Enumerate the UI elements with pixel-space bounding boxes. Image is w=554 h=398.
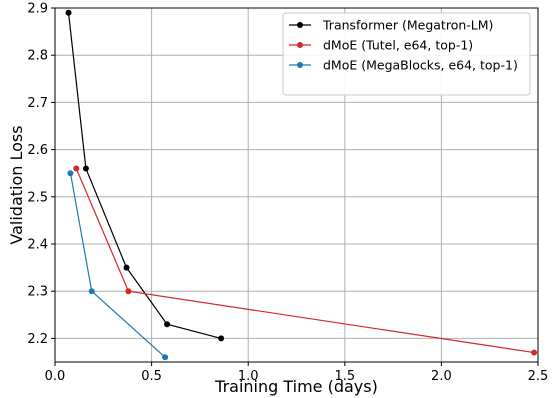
x-tick-label: 1.5 xyxy=(334,369,355,384)
data-point xyxy=(162,354,169,361)
data-point xyxy=(67,170,74,177)
y-axis-ticks: 2.2 2.3 2.4 2.5 2.6 2.7 2.8 2.9 xyxy=(27,2,55,347)
series-1 xyxy=(65,9,225,342)
legend-box xyxy=(282,12,531,96)
x-axis-label: Training Time (days) xyxy=(214,377,378,396)
data-point xyxy=(123,264,130,271)
data-point xyxy=(218,335,225,342)
y-tick-label: 2.2 xyxy=(27,332,48,347)
y-tick-label: 2.9 xyxy=(27,2,48,17)
x-axis-ticks: 0.0 0.5 1.0 1.5 2.0 2.5 xyxy=(45,362,549,384)
data-point xyxy=(73,165,80,172)
legend-label: dMoE (Tutel, e64, top-1) xyxy=(323,38,473,53)
series-layer xyxy=(65,9,538,361)
plot-area-frame xyxy=(54,7,539,363)
y-tick-label: 2.4 xyxy=(27,238,48,253)
data-point xyxy=(82,165,89,172)
series-2 xyxy=(73,165,538,356)
y-tick-label: 2.3 xyxy=(27,285,48,300)
y-tick-label: 2.7 xyxy=(27,96,48,111)
x-tick-label: 2.0 xyxy=(431,369,452,384)
legend-marker xyxy=(297,42,303,48)
data-point xyxy=(125,288,132,295)
data-point xyxy=(65,9,72,16)
legend: Transformer (Megatron-LM) dMoE (Tutel, e6… xyxy=(282,12,531,96)
legend-label: Transformer (Megatron-LM) xyxy=(322,18,493,33)
y-axis-label: Validation Loss xyxy=(7,125,26,244)
y-tick-label: 2.6 xyxy=(27,143,48,158)
data-point xyxy=(164,321,171,328)
x-tick-label: 0.5 xyxy=(141,369,162,384)
y-tick-label: 2.5 xyxy=(27,190,48,205)
legend-marker xyxy=(297,62,303,68)
x-tick-label: 0.0 xyxy=(45,369,66,384)
legend-marker xyxy=(297,22,303,28)
data-point xyxy=(531,349,538,356)
x-tick-label: 2.5 xyxy=(528,369,549,384)
y-tick-label: 2.8 xyxy=(27,49,48,64)
data-point xyxy=(88,288,95,295)
legend-label: dMoE (MegaBlocks, e64, top-1) xyxy=(323,58,518,73)
series-3 xyxy=(67,170,169,361)
x-tick-label: 1.0 xyxy=(238,369,259,384)
